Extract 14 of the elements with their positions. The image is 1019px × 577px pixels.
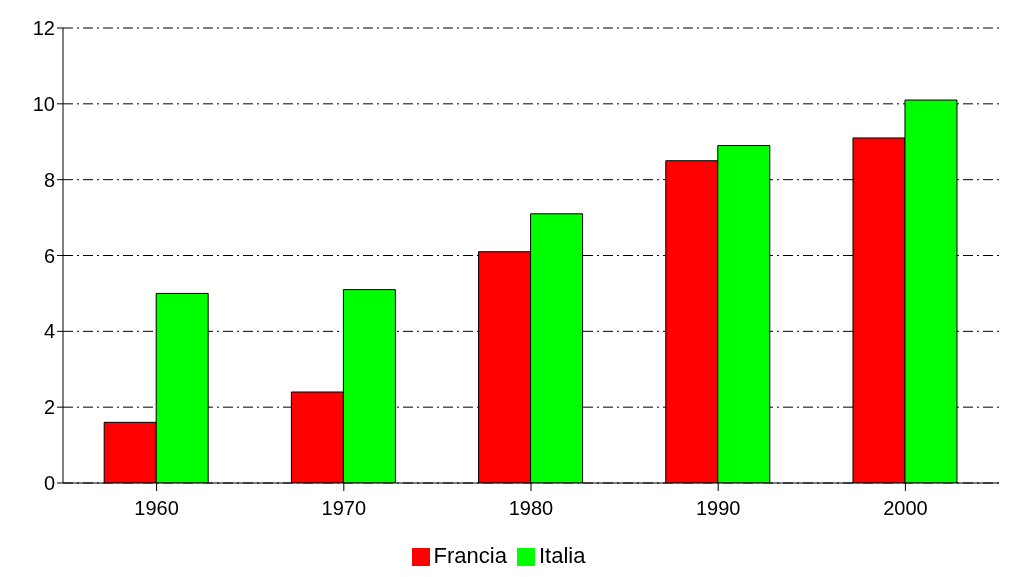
x-tick-label: 1960 — [134, 497, 179, 520]
y-tick-label: 6 — [43, 244, 55, 267]
legend-label: Italia — [538, 543, 586, 568]
x-tick-label: 1980 — [508, 497, 554, 520]
y-tick-label: 8 — [43, 168, 55, 191]
y-tick-label: 4 — [43, 320, 55, 343]
y-tick-label: 10 — [32, 92, 55, 115]
x-tick-label: 2000 — [883, 497, 928, 520]
y-tick-label: 12 — [32, 17, 55, 40]
x-tick-label: 1970 — [321, 497, 367, 520]
x-tick-label: 1990 — [695, 497, 741, 520]
y-tick-label: 0 — [43, 472, 55, 495]
legend-label: Francia — [433, 543, 507, 568]
y-tick-label: 2 — [43, 396, 55, 419]
